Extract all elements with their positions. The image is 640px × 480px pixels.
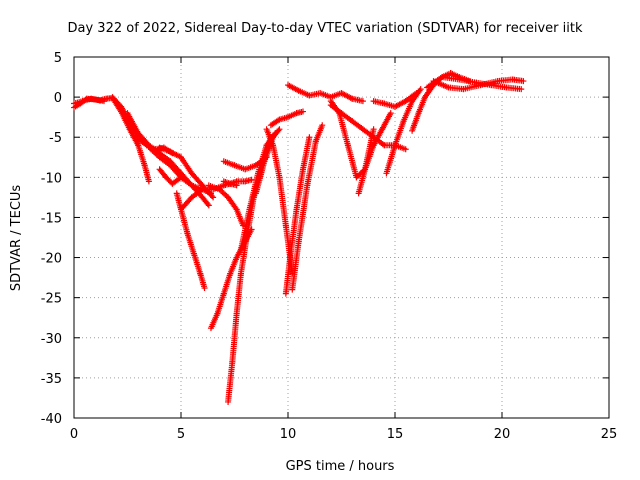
data-point <box>204 201 211 208</box>
chart-title: Day 322 of 2022, Sidereal Day-to-day VTE… <box>68 21 583 36</box>
y-tick-label: 0 <box>54 91 62 106</box>
data-point <box>387 110 394 117</box>
series-track <box>355 110 394 197</box>
y-tick-label: -20 <box>41 252 62 267</box>
y-tick-label: -5 <box>49 131 62 146</box>
data-point <box>276 126 283 133</box>
data-points <box>71 70 527 405</box>
axis-ticks: 0 5 10 15 20 25 5 0 -5 -10 -15 -20 -25 -30 -35 -40 <box>41 51 618 442</box>
data-point <box>240 222 247 229</box>
data-point <box>359 98 366 105</box>
data-point <box>370 126 377 133</box>
data-point <box>248 176 255 183</box>
x-tick-label: 15 <box>387 427 404 442</box>
series-track <box>267 108 306 129</box>
plot-frame <box>73 56 610 419</box>
data-point <box>145 178 152 185</box>
x-tick-label: 5 <box>177 427 185 442</box>
series-track <box>178 180 240 213</box>
data-point <box>520 78 527 85</box>
series-track <box>383 86 424 177</box>
series-track <box>205 182 247 229</box>
y-tick-label: -30 <box>41 332 62 347</box>
y-tick-label: -10 <box>41 171 62 186</box>
data-point <box>306 134 313 141</box>
data-point <box>263 154 270 161</box>
data-point <box>417 86 424 93</box>
series-track <box>207 226 255 332</box>
series-track <box>220 176 255 187</box>
data-point <box>402 146 409 153</box>
data-point <box>299 108 306 115</box>
x-tick-label: 20 <box>494 427 511 442</box>
series-track <box>156 166 184 187</box>
y-tick-label: 5 <box>54 51 62 66</box>
x-tick-label: 0 <box>70 427 78 442</box>
y-tick-label: -25 <box>41 292 62 307</box>
data-point <box>210 194 217 201</box>
series-track <box>289 122 326 293</box>
series-track <box>285 82 366 105</box>
data-point <box>201 285 208 292</box>
y-axis-label: SDTVAR / TECUs <box>9 185 24 292</box>
series-track <box>109 94 176 157</box>
series-track <box>220 154 270 173</box>
series-track <box>327 102 409 153</box>
series-track <box>424 74 525 93</box>
y-tick-label: -40 <box>41 412 62 427</box>
series-track <box>71 95 110 107</box>
data-point <box>275 127 282 134</box>
series-track <box>282 134 313 297</box>
data-point <box>208 193 215 200</box>
series-track <box>263 126 296 277</box>
x-tick-label: 10 <box>280 427 297 442</box>
series-track <box>173 190 208 292</box>
x-axis-label: GPS time / hours <box>286 459 395 474</box>
data-point <box>319 122 326 129</box>
data-point <box>205 202 212 209</box>
series-track <box>430 76 527 93</box>
y-tick-label: -15 <box>41 211 62 226</box>
x-tick-label: 25 <box>601 427 618 442</box>
data-point <box>518 86 525 93</box>
data-point <box>178 174 184 181</box>
y-tick-label: -35 <box>41 372 62 387</box>
